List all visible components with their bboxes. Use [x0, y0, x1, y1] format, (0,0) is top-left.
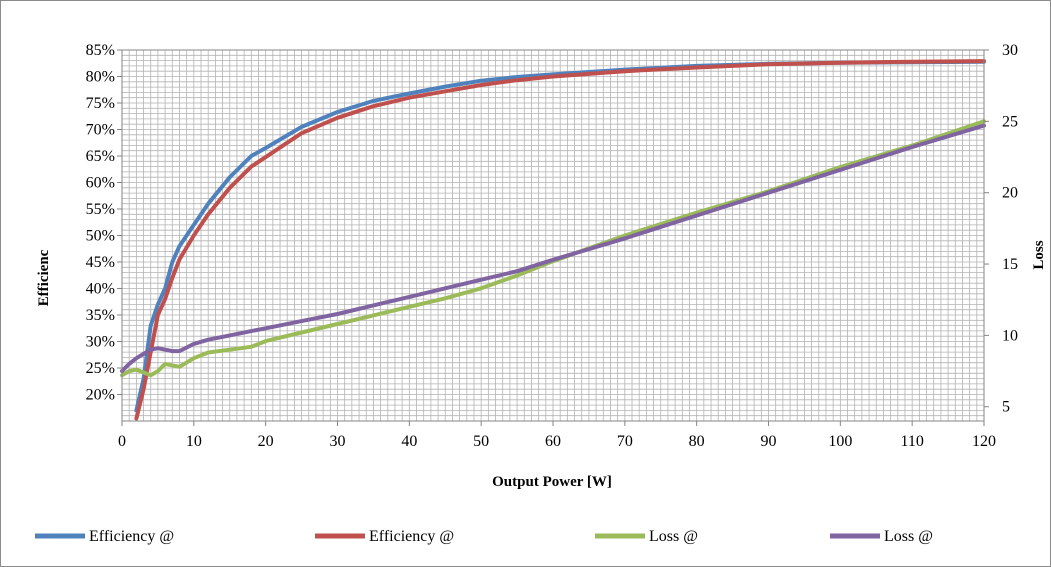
axes: 0 10 20 30 40 50 60 70 80 90 100 110 120 20% 25% 30% 35%…: [86, 42, 1018, 450]
y-tick-label: 30%: [86, 334, 115, 351]
x-axis-title: Output Power [W]: [492, 474, 612, 490]
y-tick-label: 20%: [86, 387, 115, 404]
y-tick-label: 65%: [86, 148, 115, 165]
y-axis-title: Efficienc: [36, 249, 52, 306]
series-line-2: [134, 59, 986, 421]
y-tick-label: 25%: [86, 360, 115, 377]
x-tick-label: 20: [258, 433, 274, 450]
y2-axis-title: Loss: [1031, 240, 1047, 269]
x-tick-label: 50: [473, 433, 489, 450]
x-tick-label: 120: [972, 433, 996, 450]
legend-label-3: Loss @: [649, 528, 698, 545]
legend: Efficiency @ Efficiency @ Loss @ Loss @: [35, 528, 933, 545]
y2-tick-label: 5: [1002, 399, 1010, 416]
x-tick-label: 40: [401, 433, 417, 450]
y-tick-label: 80%: [86, 69, 115, 86]
y-tick-label: 75%: [86, 95, 115, 112]
y-tick-label: 45%: [86, 254, 115, 271]
y-tick-label: 35%: [86, 307, 115, 324]
x-tick-label: 90: [761, 433, 777, 450]
x-tick-label: 30: [330, 433, 346, 450]
series-line-4: [120, 123, 986, 374]
y-tick-label: 60%: [86, 175, 115, 192]
legend-label-1: Efficiency @: [89, 528, 174, 545]
legend-label-2: Efficiency @: [369, 528, 454, 545]
series-line-3: [120, 119, 986, 378]
y2-tick-label: 20: [1002, 185, 1018, 202]
y2-tick-label: 30: [1002, 42, 1018, 59]
x-tick-label: 70: [617, 433, 633, 450]
y2-tick-label: 15: [1002, 256, 1018, 273]
x-tick-label: 0: [118, 433, 126, 450]
y-tick-label: 40%: [86, 281, 115, 298]
legend-label-4: Loss @: [884, 528, 933, 545]
y-tick-label: 85%: [86, 42, 115, 59]
x-tick-label: 110: [900, 433, 923, 450]
x-tick-label: 80: [689, 433, 705, 450]
x-tick-label: 100: [828, 433, 852, 450]
grid: [121, 49, 985, 422]
series-lines: [120, 59, 986, 421]
x-tick-label: 10: [186, 433, 202, 450]
x-tick-label: 60: [545, 433, 561, 450]
y-tick-label: 70%: [86, 122, 115, 139]
y-tick-label: 55%: [86, 201, 115, 218]
y2-tick-label: 25: [1002, 113, 1018, 130]
y2-tick-label: 10: [1002, 327, 1018, 344]
y-tick-label: 50%: [86, 228, 115, 245]
